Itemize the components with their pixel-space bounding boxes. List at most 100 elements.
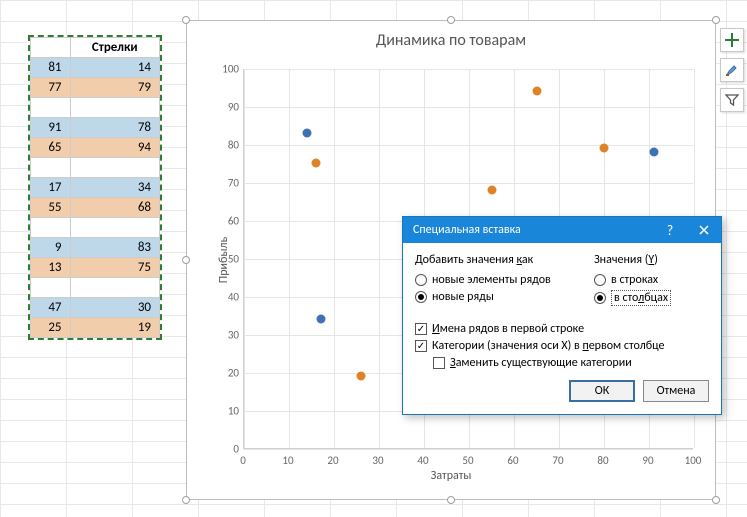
values-y-title: Значения (Y) bbox=[594, 253, 709, 267]
cell[interactable] bbox=[31, 278, 71, 298]
table-row[interactable]: 8114 bbox=[31, 58, 160, 78]
data-point[interactable] bbox=[600, 143, 609, 152]
radio-mark bbox=[594, 292, 606, 304]
plus-icon bbox=[724, 32, 740, 48]
check-mark bbox=[415, 323, 427, 335]
cell[interactable]: 30 bbox=[70, 298, 159, 318]
data-point[interactable] bbox=[312, 159, 321, 168]
data-point[interactable] bbox=[487, 185, 496, 194]
cell[interactable]: 19 bbox=[70, 318, 159, 338]
table-row[interactable]: 9178 bbox=[31, 118, 160, 138]
chart-styles-button[interactable] bbox=[720, 58, 744, 82]
resize-handle-se[interactable] bbox=[712, 496, 720, 504]
x-axis-label[interactable]: Затраты bbox=[431, 469, 472, 483]
data-point[interactable] bbox=[303, 128, 312, 137]
radio-new-rows[interactable]: новые ряды bbox=[415, 290, 576, 304]
cell[interactable]: 79 bbox=[70, 78, 159, 98]
cell[interactable]: 47 bbox=[31, 298, 71, 318]
cell[interactable]: 34 bbox=[70, 178, 159, 198]
cell[interactable] bbox=[70, 218, 159, 238]
data-point[interactable] bbox=[316, 314, 325, 323]
cell[interactable]: 14 bbox=[70, 58, 159, 78]
chart-filters-button[interactable] bbox=[720, 88, 744, 112]
radio-label: новые ряды bbox=[432, 290, 494, 304]
ok-button[interactable]: ОК bbox=[569, 380, 635, 402]
table-row[interactable]: 2519 bbox=[31, 318, 160, 338]
checkbox-categories-first-col[interactable]: Категории (значения оси X) в первом стол… bbox=[415, 339, 709, 353]
cell[interactable]: 77 bbox=[31, 78, 71, 98]
radio-in-columns[interactable]: в столбцах bbox=[594, 290, 709, 306]
check-label: Заменить существующие категории bbox=[450, 356, 632, 370]
table-row[interactable] bbox=[31, 158, 160, 178]
cell[interactable]: 13 bbox=[31, 258, 71, 278]
radio-mark bbox=[415, 291, 427, 303]
radio-in-rows[interactable]: в строках bbox=[594, 273, 709, 287]
chart-side-tools bbox=[720, 28, 744, 112]
dialog-body: Добавить значения как новые элементы ряд… bbox=[403, 243, 721, 414]
table-row[interactable]: 6594 bbox=[31, 138, 160, 158]
table-row[interactable] bbox=[31, 278, 160, 298]
checkbox-names-first-row[interactable]: Имена рядов в первой строке bbox=[415, 322, 709, 336]
table-row[interactable]: 5568 bbox=[31, 198, 160, 218]
cell[interactable]: 25 bbox=[31, 318, 71, 338]
y-tick-label: 20 bbox=[213, 367, 239, 380]
cell[interactable] bbox=[31, 98, 71, 118]
cell[interactable]: 78 bbox=[70, 118, 159, 138]
dialog-close-button[interactable] bbox=[687, 217, 721, 243]
table-row[interactable]: 7779 bbox=[31, 78, 160, 98]
cell[interactable]: 55 bbox=[31, 198, 71, 218]
cell[interactable] bbox=[70, 278, 159, 298]
add-values-as-group: Добавить значения как новые элементы ряд… bbox=[415, 253, 576, 309]
add-values-as-title: Добавить значения как bbox=[415, 253, 576, 267]
cell[interactable]: 65 bbox=[31, 138, 71, 158]
resize-handle-n[interactable] bbox=[447, 16, 455, 24]
cancel-button[interactable]: Отмена bbox=[643, 380, 709, 402]
gridline-h bbox=[244, 449, 693, 450]
resize-handle-sw[interactable] bbox=[182, 496, 190, 504]
y-tick-label: 30 bbox=[213, 329, 239, 342]
dialog-help-button[interactable]: ? bbox=[653, 217, 687, 243]
gridline-h bbox=[244, 69, 693, 70]
x-tick-label: 50 bbox=[462, 454, 473, 467]
radio-label: новые элементы рядов bbox=[432, 273, 551, 287]
resize-handle-nw[interactable] bbox=[182, 16, 190, 24]
checkbox-replace-categories[interactable]: Заменить существующие категории bbox=[433, 356, 709, 370]
resize-handle-s[interactable] bbox=[447, 496, 455, 504]
radio-new-elements[interactable]: новые элементы рядов bbox=[415, 273, 576, 287]
radio-label: в столбцах bbox=[611, 290, 671, 306]
table-row[interactable] bbox=[31, 98, 160, 118]
radio-label: в строках bbox=[611, 273, 658, 287]
dialog-titlebar[interactable]: Специальная вставка ? bbox=[403, 217, 721, 243]
data-point[interactable] bbox=[357, 371, 366, 380]
table-row[interactable]: 4730 bbox=[31, 298, 160, 318]
data-point[interactable] bbox=[649, 147, 658, 156]
cell[interactable]: 91 bbox=[31, 118, 71, 138]
dialog-footer: ОК Отмена bbox=[415, 380, 709, 402]
filter-icon bbox=[724, 92, 740, 108]
x-tick-label: 30 bbox=[372, 454, 383, 467]
cell[interactable] bbox=[31, 218, 71, 238]
table-row[interactable]: 983 bbox=[31, 238, 160, 258]
data-selection-range[interactable]: Стрелки 81147779917865941734556898313754… bbox=[28, 35, 162, 340]
cell[interactable]: 75 bbox=[70, 258, 159, 278]
table-row[interactable]: 1734 bbox=[31, 178, 160, 198]
cell[interactable]: 9 bbox=[31, 238, 71, 258]
cell[interactable] bbox=[31, 158, 71, 178]
cell[interactable]: 68 bbox=[70, 198, 159, 218]
resize-handle-ne[interactable] bbox=[712, 16, 720, 24]
chart-elements-button[interactable] bbox=[720, 28, 744, 52]
cell[interactable]: 83 bbox=[70, 238, 159, 258]
data-point[interactable] bbox=[532, 86, 541, 95]
radio-mark bbox=[594, 274, 606, 286]
cell[interactable]: 81 bbox=[31, 58, 71, 78]
cell[interactable]: 94 bbox=[70, 138, 159, 158]
cell[interactable] bbox=[70, 98, 159, 118]
cell[interactable]: 17 bbox=[31, 178, 71, 198]
table-row[interactable]: 1375 bbox=[31, 258, 160, 278]
cell[interactable] bbox=[70, 158, 159, 178]
chart-title[interactable]: Динамика по товарам bbox=[187, 21, 715, 50]
empty-header bbox=[31, 38, 71, 58]
table-row[interactable] bbox=[31, 218, 160, 238]
resize-handle-w[interactable] bbox=[182, 256, 190, 264]
check-label: Имена рядов в первой строке bbox=[432, 322, 584, 336]
